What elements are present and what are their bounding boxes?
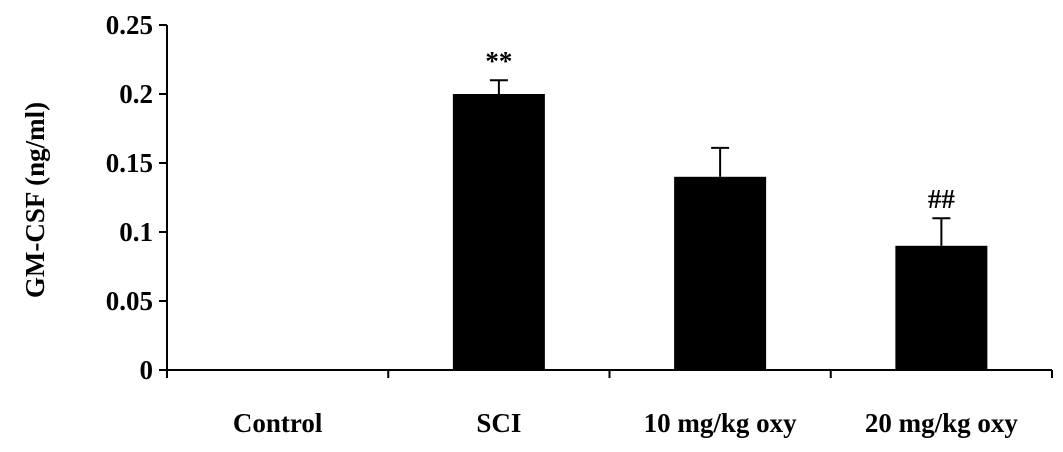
x-category-label: 10 mg/kg oxy xyxy=(644,408,798,438)
y-tick-label: 0 xyxy=(140,355,154,385)
y-tick-label: 0.1 xyxy=(119,217,153,247)
y-tick-label: 0.05 xyxy=(106,286,153,316)
plot-area: 0 0.05 0.1 0.15 0.2 0.25 Control SCI ** 10 mg/kg … xyxy=(106,10,1053,438)
significance-annotation: ## xyxy=(928,184,956,214)
bar xyxy=(674,176,767,370)
y-tick-label: 0.15 xyxy=(106,148,153,178)
bar xyxy=(895,245,988,370)
x-category-label: 20 mg/kg oxy xyxy=(865,408,1019,438)
x-category-label: SCI xyxy=(476,408,521,438)
significance-annotation: ** xyxy=(485,46,512,76)
y-tick-label: 0.2 xyxy=(119,79,153,109)
y-tick-label: 0.25 xyxy=(106,10,153,40)
y-axis-title: GM-CSF (ng/ml) xyxy=(20,102,50,298)
bar xyxy=(452,94,545,370)
x-category-label: Control xyxy=(233,408,323,438)
